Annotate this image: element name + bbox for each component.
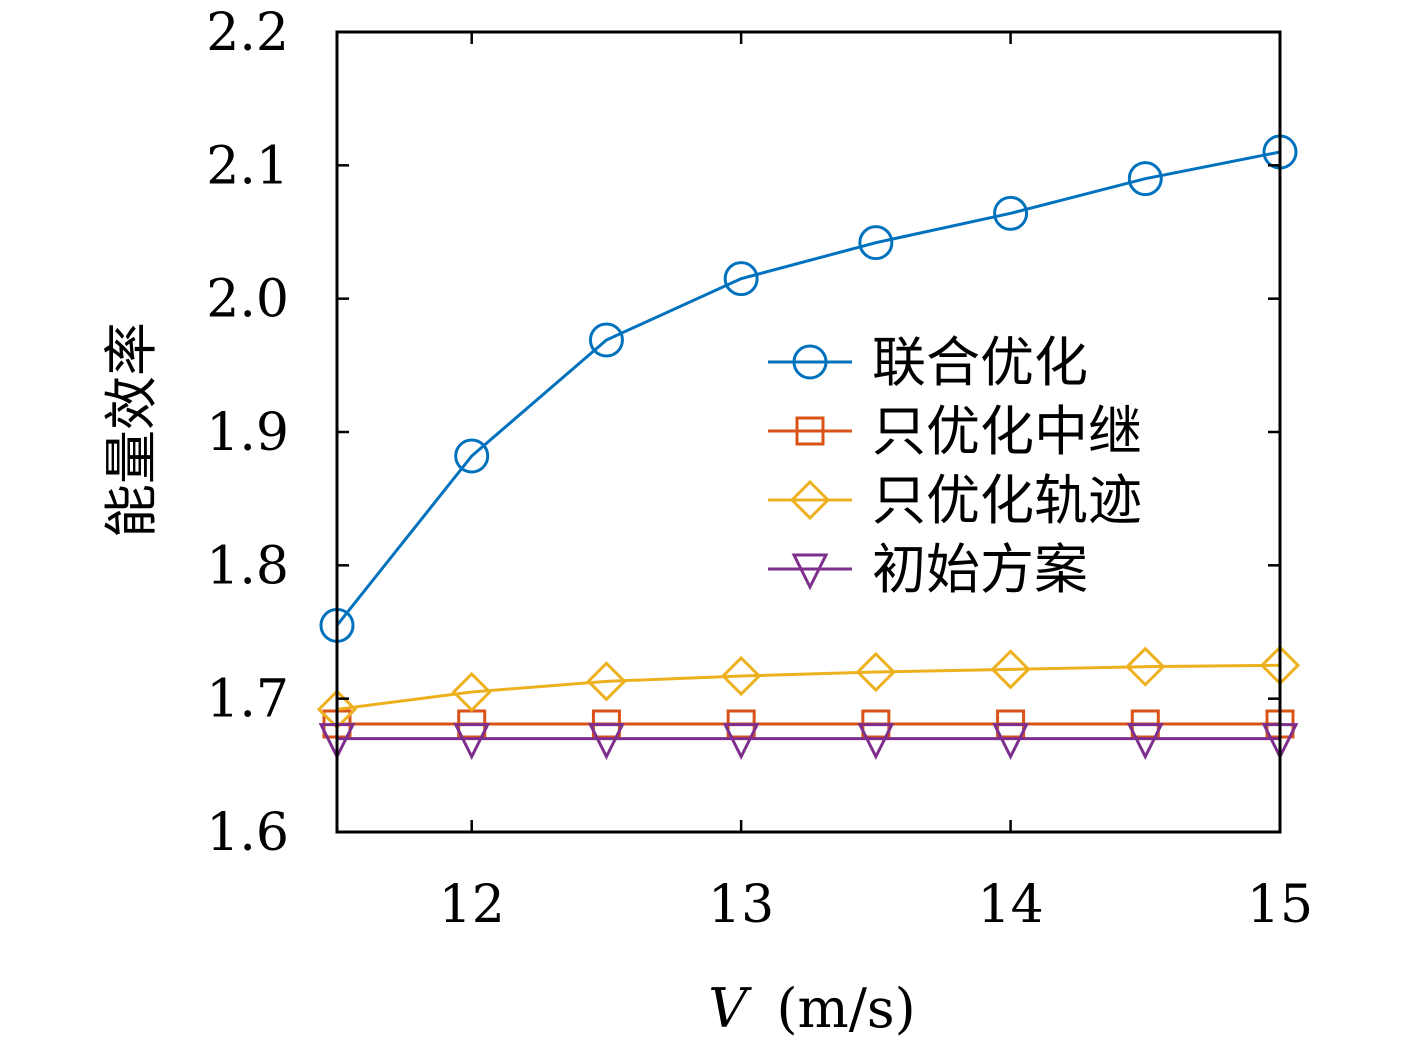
x-axis-unit: (m/s) <box>776 977 915 1040</box>
data-point <box>993 195 1029 231</box>
legend-item: 联合优化 <box>768 331 1088 394</box>
y-tick-label: 1.8 <box>206 536 289 596</box>
series-4 <box>318 723 1299 761</box>
series-line <box>335 150 1281 627</box>
y-tick-label: 1.7 <box>206 670 289 730</box>
legend-item: 只优化中继 <box>768 400 1142 463</box>
legend-label: 只优化轨迹 <box>872 469 1142 532</box>
legend-marker <box>795 416 825 446</box>
legend-marker <box>792 344 828 380</box>
x-axis-label: V (m/s) <box>708 977 915 1040</box>
legend-label: 只优化中继 <box>872 400 1142 463</box>
data-point <box>451 671 492 713</box>
data-point <box>586 661 627 702</box>
legend-label: 联合优化 <box>872 331 1088 394</box>
data-point <box>1126 723 1164 761</box>
y-tick-label: 2.2 <box>206 3 289 63</box>
axis-ticks: 1.6 1.7 1.8 1.9 2.0 2.1 2.2 12 13 14 15 <box>206 3 1313 935</box>
y-tick-label: 2.1 <box>206 136 289 196</box>
plot-area <box>316 134 1301 761</box>
x-tick-label: 12 <box>439 875 505 935</box>
legend-item: 只优化轨迹 <box>768 469 1142 532</box>
y-tick-label: 2.0 <box>206 270 289 330</box>
data-point <box>1127 161 1163 197</box>
legend-label: 初始方案 <box>872 538 1088 601</box>
x-tick-label: 15 <box>1247 875 1313 935</box>
legend-item: 初始方案 <box>768 538 1088 601</box>
data-point <box>453 723 491 761</box>
data-point <box>992 723 1029 761</box>
x-tick-label: 13 <box>708 875 774 935</box>
x-axis-variable: V <box>708 977 752 1040</box>
data-point <box>588 723 625 761</box>
x-tick-label: 14 <box>977 875 1043 935</box>
y-tick-label: 1.9 <box>206 403 289 463</box>
data-point <box>588 322 624 358</box>
data-point <box>857 723 895 761</box>
series-3 <box>316 645 1301 730</box>
data-point <box>723 261 759 297</box>
series-line <box>336 663 1281 711</box>
legend-marker <box>789 479 831 521</box>
data-point <box>722 723 760 761</box>
y-axis-label: 能量效率 <box>100 322 163 538</box>
data-point <box>990 649 1031 690</box>
data-point <box>454 438 490 474</box>
legend-marker <box>791 553 829 591</box>
data-point <box>858 225 894 261</box>
y-tick-label: 1.6 <box>206 803 289 863</box>
data-point <box>855 651 896 693</box>
data-point <box>721 655 762 697</box>
series-1 <box>319 134 1298 643</box>
data-point <box>1125 646 1166 687</box>
